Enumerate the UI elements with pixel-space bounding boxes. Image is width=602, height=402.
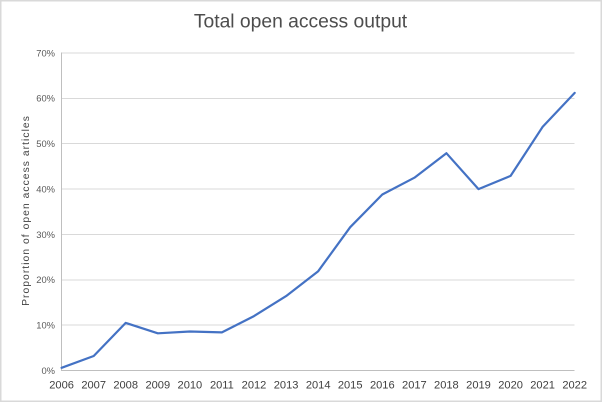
svg-text:2013: 2013 [274,380,299,392]
svg-text:70%: 70% [36,47,55,58]
svg-text:Proportion of open access arti: Proportion of open access articles [21,115,32,306]
svg-text:2015: 2015 [338,380,363,392]
svg-text:2011: 2011 [210,380,234,392]
svg-text:0%: 0% [41,365,55,376]
svg-text:2012: 2012 [242,380,267,392]
svg-text:2009: 2009 [145,380,170,392]
svg-text:10%: 10% [36,320,55,331]
svg-text:2022: 2022 [562,380,587,392]
svg-text:2020: 2020 [498,380,523,392]
svg-text:2017: 2017 [402,380,427,392]
svg-text:2016: 2016 [370,380,395,392]
svg-text:2019: 2019 [466,380,491,392]
svg-text:2021: 2021 [530,380,555,392]
svg-text:60%: 60% [36,93,55,104]
svg-text:2008: 2008 [113,380,138,392]
svg-text:30%: 30% [36,229,55,240]
svg-text:2007: 2007 [81,380,106,392]
svg-text:2014: 2014 [306,380,331,392]
svg-text:Total open access output: Total open access output [194,12,408,33]
svg-text:40%: 40% [36,184,55,195]
svg-text:50%: 50% [36,138,55,149]
svg-text:2018: 2018 [434,380,459,392]
svg-text:2010: 2010 [178,380,203,392]
svg-text:2006: 2006 [49,380,74,392]
svg-text:20%: 20% [36,274,55,285]
